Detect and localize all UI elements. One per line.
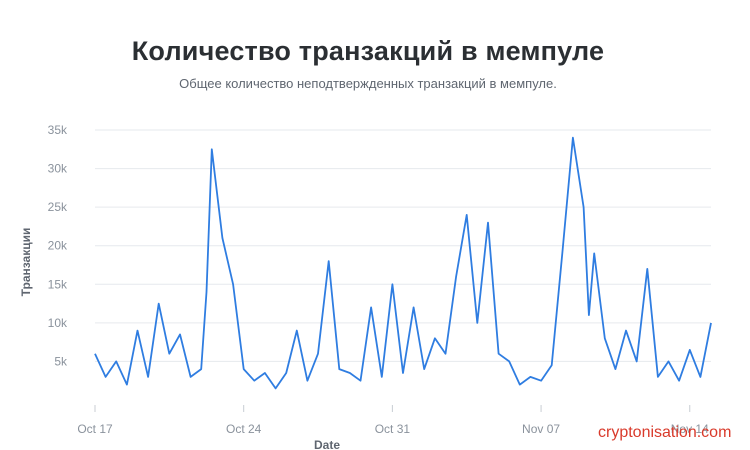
y-axis-ticks: 5k 10k 15k 20k 25k 30k 35k (48, 123, 68, 368)
x-tick-label: Oct 24 (226, 422, 262, 436)
y-tick-label: 20k (48, 239, 68, 253)
grid-lines (95, 129, 711, 362)
x-axis-label: Date (314, 438, 340, 450)
series-line (94, 136, 712, 390)
series-lines (94, 136, 712, 390)
chart-title: Количество транзакций в мемпуле (131, 36, 605, 66)
x-tick-label: Nov 07 (522, 422, 560, 436)
y-axis-label: Транзакции (19, 228, 33, 297)
x-axis-ticks: Oct 17 Oct 24 Oct 31 Nov 07 Nov 14 (77, 405, 709, 436)
x-tick-label: Nov 14 (671, 422, 709, 436)
y-tick-label: 30k (48, 162, 68, 176)
x-tick-label: Oct 31 (375, 422, 411, 436)
y-tick-label: 35k (48, 123, 68, 137)
x-tick-label: Oct 17 (77, 422, 113, 436)
chart-subtitle: Общее количество неподтвержденных транза… (179, 76, 557, 91)
y-tick-label: 5k (54, 354, 68, 368)
y-tick-label: 15k (48, 277, 68, 291)
y-tick-label: 25k (48, 200, 68, 214)
watermark: cryptonisation.com (598, 424, 732, 441)
y-tick-label: 10k (48, 316, 68, 330)
